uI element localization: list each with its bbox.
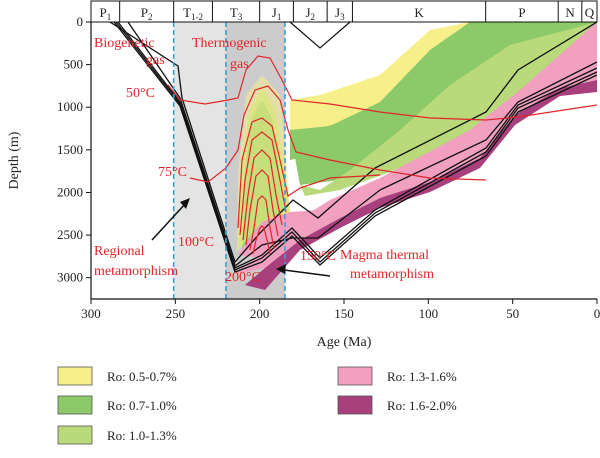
isotherm-label-75: 75°C: [158, 165, 187, 180]
isotherm-label-150: 150°C: [300, 249, 336, 264]
isotherm-label-50: 50°C: [126, 86, 155, 101]
legend-label-2: Ro: 1.0-1.3%: [107, 428, 177, 443]
dashed-markers: [172, 22, 286, 299]
y-tick-label-2: 1000: [57, 99, 83, 114]
legend-swatch-4: [337, 395, 373, 415]
isotherm-label-100: 100°C: [178, 235, 214, 250]
label-regional-1: Regional: [94, 244, 145, 259]
y-axis-title: Depth (m): [7, 131, 22, 189]
legend-label-4: Ro: 1.6-2.0%: [387, 398, 457, 413]
y-tick-label-1: 500: [64, 57, 84, 72]
label-magma-2: metamorphism: [350, 267, 434, 282]
x-tick-label-4: 100: [419, 306, 439, 321]
legend-label-1: Ro: 0.7-1.0%: [107, 398, 177, 413]
period-label-7: K: [414, 5, 424, 20]
burial-line-5: [113, 22, 597, 273]
legend-label-0: Ro: 0.5-0.7%: [107, 369, 177, 384]
period-label-6: J3: [335, 5, 345, 22]
arrow-regional-head: [180, 198, 190, 209]
y-tick-label-5: 2500: [57, 227, 83, 242]
x-tick-label-6: 0: [594, 306, 600, 321]
period-label-10: Q: [585, 5, 595, 20]
burial-line-1: [109, 22, 597, 264]
label-thermogenic-2: gas: [230, 57, 249, 72]
x-tick-label-1: 250: [166, 306, 186, 321]
y-tick-label-6: 3000: [57, 270, 83, 285]
period-strip-frame: [90, 0, 598, 23]
y-tick-label-0: 0: [77, 14, 84, 29]
legend: Ro: 0.5-0.7% Ro: 0.7-1.0% Ro: 1.0-1.3% Ro: …: [57, 366, 457, 445]
y-tick-label-3: 1500: [57, 142, 83, 157]
x-tick-label-5: 50: [506, 306, 519, 321]
period-label-5: J2: [305, 5, 315, 22]
zone-ro-13-16: [232, 22, 597, 275]
period-label-9: N: [565, 5, 575, 20]
burial-lines: [109, 22, 597, 273]
period-label-1: P2: [141, 5, 153, 22]
x-tick-label-2: 200: [250, 306, 270, 321]
annotations: Biogenetic gas Thermogenic gas 50°C 75°C…: [94, 36, 434, 285]
arrow-regional: [151, 202, 187, 241]
isotherm-110: [242, 149, 283, 241]
zone-ro-13-16-left: [238, 210, 320, 258]
zone-ro-10-13: [300, 22, 597, 196]
isotherm-50: [167, 55, 597, 121]
isotherm-label-200: 200°C: [225, 270, 261, 285]
j2-notch: [289, 21, 351, 49]
period-label-8: P: [518, 5, 525, 20]
legend-label-3: Ro: 1.3-1.6%: [387, 369, 457, 384]
period-strip: P1 P2 T1-2 T3 J1 J2 J3 K P N Q: [90, 0, 598, 23]
legend-swatch-1: [57, 395, 93, 415]
x-axis-title: Age (Ma): [317, 335, 372, 350]
legend-swatch-3: [337, 366, 373, 386]
y-tick-label-4: 2000: [57, 184, 83, 199]
legend-swatch-0: [57, 366, 93, 386]
label-biogenic-1: Biogenetic: [94, 36, 155, 51]
period-label-0: P1: [99, 5, 111, 22]
legend-swatch-2: [57, 425, 93, 445]
arrow-magma: [283, 269, 331, 277]
isotherm-100: [239, 131, 287, 236]
isotherm-90: [237, 117, 381, 229]
label-biogenic-2: gas: [146, 53, 165, 68]
x-tick-label-0: 300: [81, 306, 101, 321]
isotherm-curves: [167, 55, 597, 255]
isotherm-ring: [252, 225, 271, 255]
period-label-4: J1: [272, 5, 282, 22]
label-magma-1: Magma thermal: [340, 248, 429, 263]
x-tick-label-3: 150: [334, 306, 354, 321]
label-regional-2: metamorphism: [94, 264, 178, 279]
isotherm-75: [189, 85, 487, 183]
maturity-zones: [232, 22, 597, 290]
isotherm-120: [245, 169, 279, 246]
label-thermogenic-1: Thermogenic: [192, 36, 267, 51]
isotherm-150: [249, 195, 275, 251]
arrow-magma-head: [276, 264, 286, 274]
